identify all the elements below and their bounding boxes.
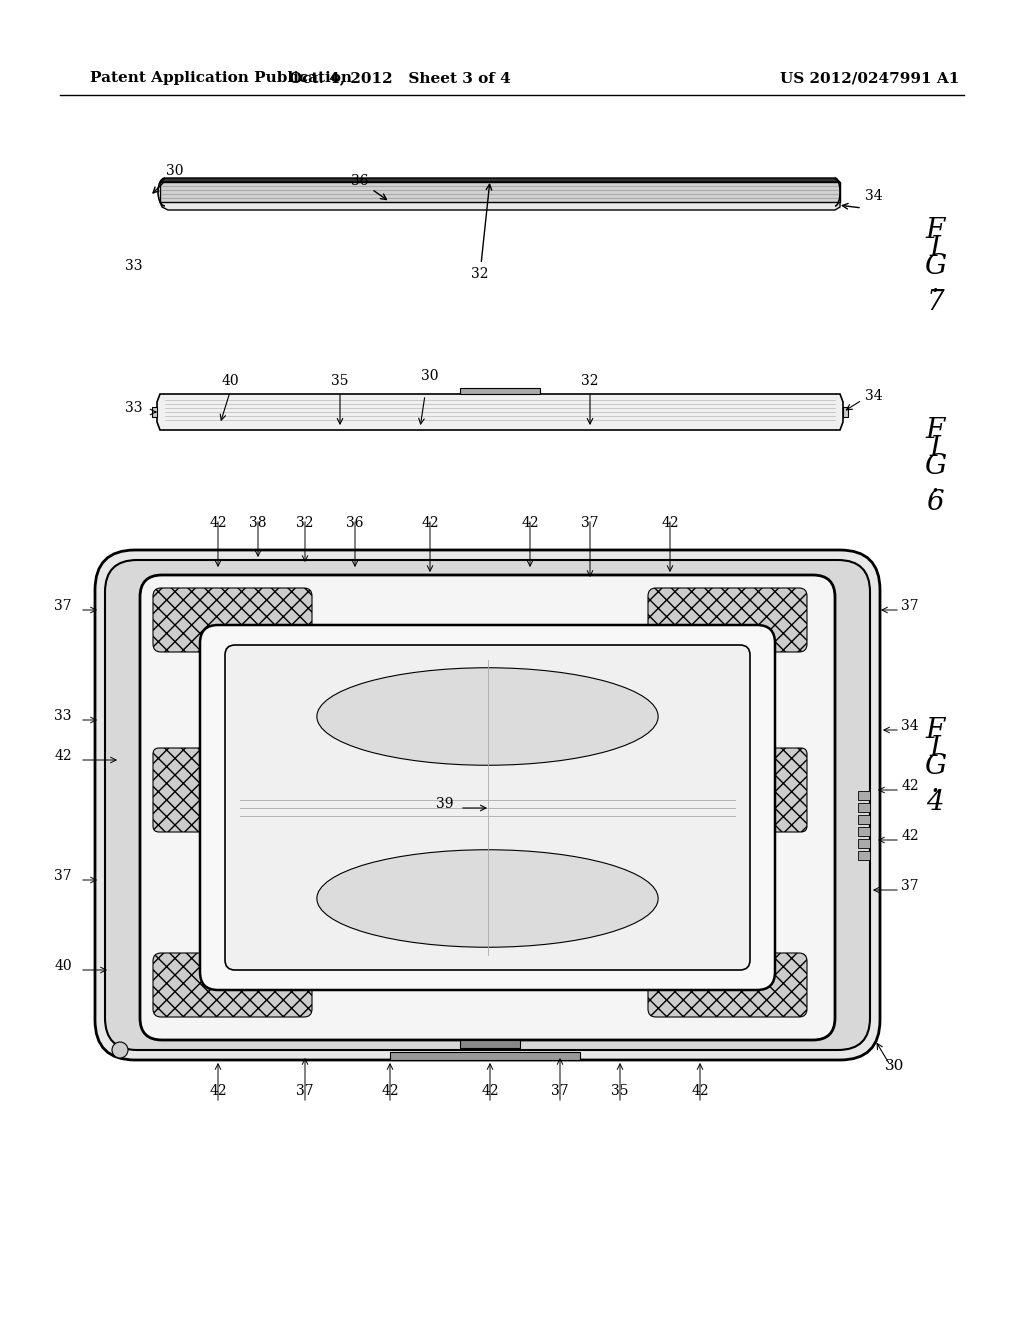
FancyBboxPatch shape: [95, 550, 880, 1060]
Text: 42: 42: [901, 779, 919, 793]
Text: 7: 7: [926, 289, 944, 315]
FancyBboxPatch shape: [153, 953, 312, 1016]
Text: 34: 34: [901, 719, 919, 733]
Text: 30: 30: [421, 370, 438, 383]
FancyBboxPatch shape: [140, 576, 835, 1040]
Text: .: .: [931, 271, 939, 297]
Text: 42: 42: [481, 1084, 499, 1098]
Text: 35: 35: [611, 1084, 629, 1098]
Text: F: F: [926, 216, 944, 243]
Text: 42: 42: [209, 1084, 226, 1098]
Text: 6: 6: [926, 488, 944, 516]
Polygon shape: [160, 202, 840, 210]
Text: 42: 42: [209, 516, 226, 531]
Text: I: I: [930, 235, 940, 261]
FancyBboxPatch shape: [105, 560, 870, 1049]
Text: I: I: [930, 434, 940, 462]
Text: 36: 36: [351, 174, 386, 199]
Text: Oct. 4, 2012   Sheet 3 of 4: Oct. 4, 2012 Sheet 3 of 4: [289, 71, 511, 84]
FancyBboxPatch shape: [648, 587, 807, 652]
Text: 40: 40: [221, 374, 239, 388]
Text: 37: 37: [551, 1084, 568, 1098]
Polygon shape: [460, 388, 540, 393]
Polygon shape: [843, 407, 848, 417]
Text: US 2012/0247991 A1: US 2012/0247991 A1: [780, 71, 959, 84]
Text: 38: 38: [249, 516, 266, 531]
Text: 42: 42: [691, 1084, 709, 1098]
Text: 30: 30: [886, 1059, 904, 1073]
Text: 42: 42: [381, 1084, 398, 1098]
Text: 34: 34: [865, 189, 883, 203]
FancyBboxPatch shape: [153, 587, 312, 652]
Polygon shape: [858, 840, 870, 847]
Text: 42: 42: [54, 748, 72, 763]
Text: 33: 33: [126, 401, 143, 414]
Text: 35: 35: [331, 374, 349, 388]
Text: 30: 30: [153, 164, 183, 193]
Polygon shape: [460, 1040, 520, 1048]
Text: 39: 39: [436, 797, 454, 810]
Text: 37: 37: [296, 1084, 313, 1098]
Text: .: .: [931, 771, 939, 797]
Text: I: I: [930, 734, 940, 762]
Text: F: F: [926, 417, 944, 444]
FancyBboxPatch shape: [718, 748, 807, 832]
Polygon shape: [858, 803, 870, 812]
Text: 32: 32: [582, 374, 599, 388]
Text: 40: 40: [54, 960, 72, 973]
Text: 37: 37: [54, 869, 72, 883]
Text: 37: 37: [54, 599, 72, 612]
Text: G: G: [924, 453, 946, 479]
Text: G: G: [924, 252, 946, 280]
Polygon shape: [858, 851, 870, 861]
Text: Patent Application Publication: Patent Application Publication: [90, 71, 352, 84]
Polygon shape: [160, 182, 840, 202]
Polygon shape: [858, 814, 870, 824]
Text: 33: 33: [126, 259, 143, 273]
Polygon shape: [152, 407, 157, 417]
Text: 42: 42: [421, 516, 439, 531]
FancyBboxPatch shape: [648, 953, 807, 1016]
Text: F: F: [926, 717, 944, 743]
Ellipse shape: [316, 850, 658, 948]
Polygon shape: [157, 393, 843, 430]
FancyBboxPatch shape: [200, 624, 775, 990]
Text: 4: 4: [926, 788, 944, 816]
Text: 37: 37: [901, 599, 919, 612]
Text: 42: 42: [662, 516, 679, 531]
Ellipse shape: [316, 668, 658, 766]
Text: 33: 33: [54, 709, 72, 723]
Text: .: .: [931, 470, 939, 498]
Polygon shape: [858, 791, 870, 800]
FancyBboxPatch shape: [225, 645, 750, 970]
Text: G: G: [924, 752, 946, 780]
Text: 42: 42: [521, 516, 539, 531]
Text: 37: 37: [901, 879, 919, 894]
Text: 32: 32: [296, 516, 313, 531]
Text: 34: 34: [865, 389, 883, 403]
Polygon shape: [390, 1052, 580, 1060]
Circle shape: [112, 1041, 128, 1059]
Text: 36: 36: [346, 516, 364, 531]
Polygon shape: [858, 828, 870, 836]
Text: 37: 37: [582, 516, 599, 531]
Polygon shape: [160, 178, 840, 182]
Text: 32: 32: [471, 185, 492, 281]
FancyBboxPatch shape: [153, 748, 242, 832]
Text: 42: 42: [901, 829, 919, 843]
